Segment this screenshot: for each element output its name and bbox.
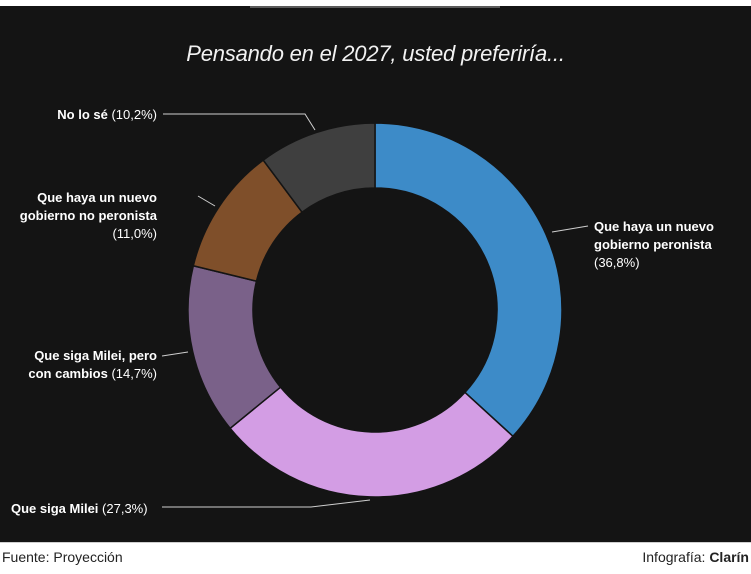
label-milei: Que siga Milei (27,3%) [11,500,148,518]
label-peronista-line2: gobierno peronista [594,237,712,252]
label-milei-cambios-line2: con cambios [28,366,108,381]
label-no-peronista-pct: (11,0%) [112,226,157,241]
label-no-peronista-line1: Que haya un nuevo [37,190,157,205]
chart-title: Pensando en el 2027, usted preferiría... [186,41,565,66]
credit-brand: Clarín [709,549,749,565]
leader-lines [161,113,589,508]
label-no-lo-se: No lo sé (10,2%) [57,106,157,124]
label-no-peronista-line2: gobierno no peronista [19,208,157,223]
leader-milei [162,499,371,508]
slice-no-lo-se [262,122,376,214]
source-text: Fuente: Proyección [2,549,123,565]
slice-peronista [374,122,563,438]
label-milei-cambios-line1: Que siga Milei, pero [34,348,157,363]
label-no-peronista: Que haya un nuevo gobierno no peronista … [20,189,157,243]
leader-no-lo-se [163,113,316,131]
leader-peronista [551,225,589,233]
top-divider [250,6,500,8]
label-milei-cambios: Que siga Milei, pero con cambios (14,7%) [28,347,157,383]
label-peronista: Que haya un nuevo gobierno peronista (36… [594,218,714,272]
label-peronista-pct: (36,8%) [594,255,640,270]
label-peronista-line1: Que haya un nuevo [594,219,714,234]
label-no-lo-se-name: No lo sé [57,107,108,122]
label-milei-cambios-pct: (14,7%) [111,366,157,381]
label-no-lo-se-pct: (10,2%) [111,107,157,122]
leader-milei-cambios [161,351,189,357]
leader-no-peronista [197,195,216,207]
slice-milei [229,386,514,498]
label-milei-pct: (27,3%) [102,501,148,516]
footer: Fuente: Proyección Infografía: Clarín [0,542,751,574]
donut-slices [187,122,563,498]
credit-text: Infografía: Clarín [642,549,749,565]
label-milei-name: Que siga Milei [11,501,99,516]
credit-prefix: Infografía: [642,549,710,565]
